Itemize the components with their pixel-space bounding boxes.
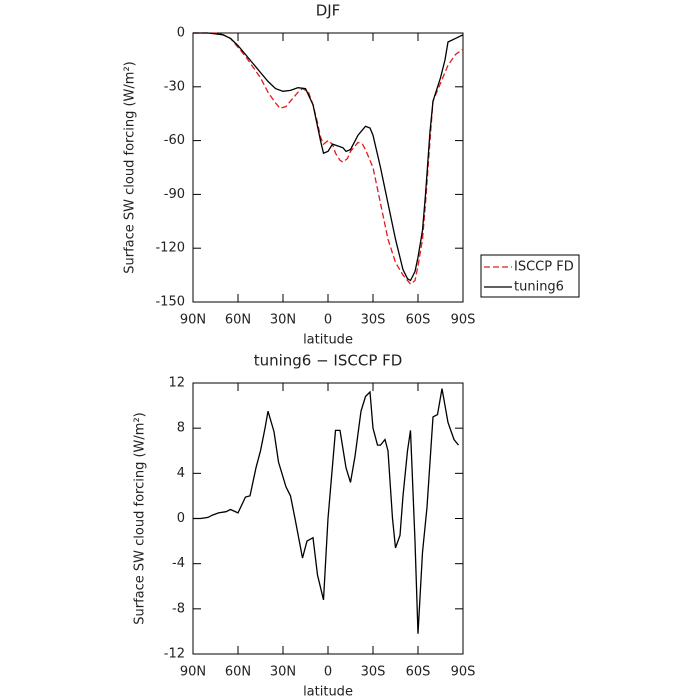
y-axis-label: Surface SW cloud forcing (W/m²) — [133, 412, 148, 624]
x-tick-label: 0 — [324, 313, 332, 328]
y-tick-label: -150 — [155, 295, 185, 310]
chart-title: DJF — [316, 2, 341, 20]
x-tick-label: 60N — [225, 665, 251, 680]
x-axis-label: latitude — [303, 685, 353, 700]
y-tick-label: 0 — [177, 511, 185, 526]
data-line — [193, 32, 464, 282]
x-tick-label: 90N — [180, 665, 206, 680]
x-tick-label: 30S — [361, 313, 386, 328]
y-tick-label: 12 — [168, 376, 185, 391]
x-tick-label: 30N — [270, 665, 296, 680]
x-tick-label: 60S — [406, 313, 431, 328]
x-tick-label: 90N — [180, 313, 206, 328]
data-line — [193, 32, 464, 286]
y-tick-label: -120 — [155, 241, 185, 256]
x-tick-label: 60N — [225, 313, 251, 328]
chart-title: tuning6 − ISCCP FD — [254, 352, 403, 370]
y-tick-label: -60 — [164, 133, 185, 148]
y-axis-label: Surface SW cloud forcing (W/m²) — [123, 61, 138, 273]
y-tick-label: 0 — [177, 26, 185, 41]
y-tick-label: -8 — [172, 601, 185, 616]
legend-label: ISCCP FD — [514, 260, 574, 275]
x-tick-label: 30S — [361, 665, 386, 680]
y-tick-label: 8 — [177, 421, 185, 436]
legend-label: tuning6 — [514, 280, 564, 295]
x-tick-label: 30N — [270, 313, 296, 328]
legend-box — [480, 254, 580, 298]
data-line — [193, 388, 460, 634]
x-tick-label: 60S — [406, 665, 431, 680]
x-tick-label: 0 — [324, 665, 332, 680]
y-tick-label: -4 — [172, 556, 185, 571]
x-tick-label: 90S — [451, 313, 476, 328]
x-tick-label: 90S — [451, 665, 476, 680]
x-axis-label: latitude — [303, 333, 353, 348]
y-tick-label: -12 — [164, 647, 185, 662]
y-tick-label: -90 — [164, 187, 185, 202]
plot-frame — [192, 32, 464, 303]
y-tick-label: 4 — [177, 466, 185, 481]
y-tick-label: -30 — [164, 79, 185, 94]
